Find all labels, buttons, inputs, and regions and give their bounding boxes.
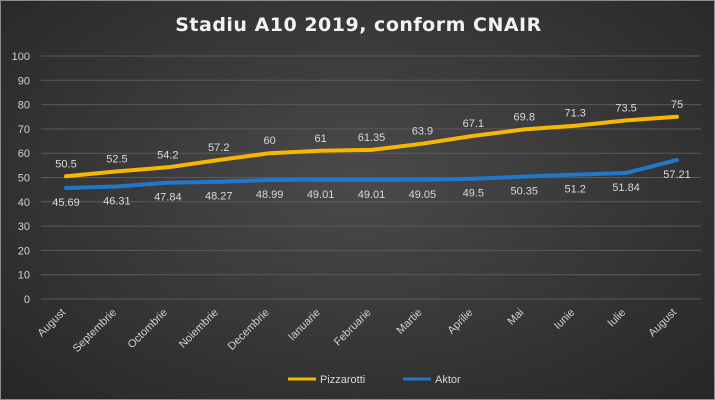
- x-tick-label: Septembrie: [71, 307, 119, 355]
- y-tick-label: 20: [18, 245, 30, 257]
- data-label: 51.2: [564, 184, 585, 196]
- data-label: 50.35: [510, 186, 538, 198]
- data-label: 45.69: [52, 197, 80, 209]
- data-label: 49.05: [409, 189, 437, 201]
- data-label: 71.3: [564, 108, 585, 120]
- x-tick-label: August: [646, 307, 679, 340]
- gridlines: [41, 55, 701, 300]
- data-label: 49.5: [463, 188, 484, 200]
- data-label: 69.8: [514, 111, 535, 123]
- x-tick-label: Martie: [394, 307, 424, 337]
- x-tick-label: Mai: [505, 307, 526, 328]
- series-lines: [64, 114, 679, 190]
- data-label: 52.5: [106, 153, 127, 165]
- data-label: 49.01: [307, 189, 335, 201]
- x-tick-label: Aprilie: [445, 307, 475, 337]
- x-tick-label: Iulie: [605, 307, 628, 330]
- data-label: 54.2: [157, 149, 178, 161]
- data-label: 48.27: [205, 191, 233, 203]
- data-label: 61.35: [358, 132, 386, 144]
- x-tick-label: Februarie: [332, 307, 374, 349]
- y-tick-label: 10: [18, 270, 30, 282]
- y-tick-label: 90: [18, 75, 30, 87]
- y-tick-label: 100: [12, 51, 30, 63]
- y-tick-label: 40: [18, 197, 30, 209]
- legend: Pizzarotti Aktor: [288, 374, 461, 386]
- data-label: 57.21: [663, 169, 691, 181]
- x-axis: August Septembrie Octombrie Noiembrie Decemb…: [35, 307, 679, 355]
- x-tick-label: Octombrie: [126, 307, 170, 351]
- data-label: 50.5: [55, 158, 76, 170]
- x-tick-label: Noiembrie: [177, 307, 221, 351]
- data-label: 57.2: [208, 142, 229, 154]
- data-labels: 50.5 52.5 54.2 57.2 60 61 61.35 63.9 67.1 69.8 71.…: [52, 99, 691, 209]
- data-label: 61: [314, 133, 326, 145]
- chart-title: Stadiu A10 2019, conform CNAIR: [175, 14, 542, 36]
- y-tick-label: 60: [18, 148, 30, 160]
- data-label: 48.99: [256, 189, 284, 201]
- data-label: 46.31: [103, 195, 131, 207]
- y-tick-label: 50: [18, 173, 30, 185]
- x-tick-label: Iunie: [552, 307, 577, 332]
- data-label: 49.01: [358, 189, 386, 201]
- y-axis: 0 10 20 30 40 50 60 70 80 90 100: [12, 51, 30, 306]
- series-line-aktor: [64, 158, 679, 190]
- data-label: 75: [671, 99, 683, 111]
- y-tick-label: 0: [24, 294, 30, 306]
- legend-label: Aktor: [435, 374, 461, 386]
- y-tick-label: 30: [18, 221, 30, 233]
- data-label: 51.84: [612, 182, 640, 194]
- x-tick-label: August: [35, 307, 68, 340]
- data-label: 63.9: [412, 126, 433, 138]
- legend-label: Pizzarotti: [320, 374, 365, 386]
- data-label: 73.5: [615, 102, 636, 114]
- data-label: 60: [264, 135, 276, 147]
- series-line-pizzarotti: [64, 114, 679, 179]
- x-tick-label: Decembrie: [226, 307, 272, 353]
- x-tick-label: Ianuarie: [286, 307, 323, 344]
- data-label: 67.1: [463, 118, 484, 130]
- data-label: 47.84: [154, 192, 182, 204]
- y-tick-label: 70: [18, 124, 30, 136]
- y-tick-label: 80: [18, 100, 30, 112]
